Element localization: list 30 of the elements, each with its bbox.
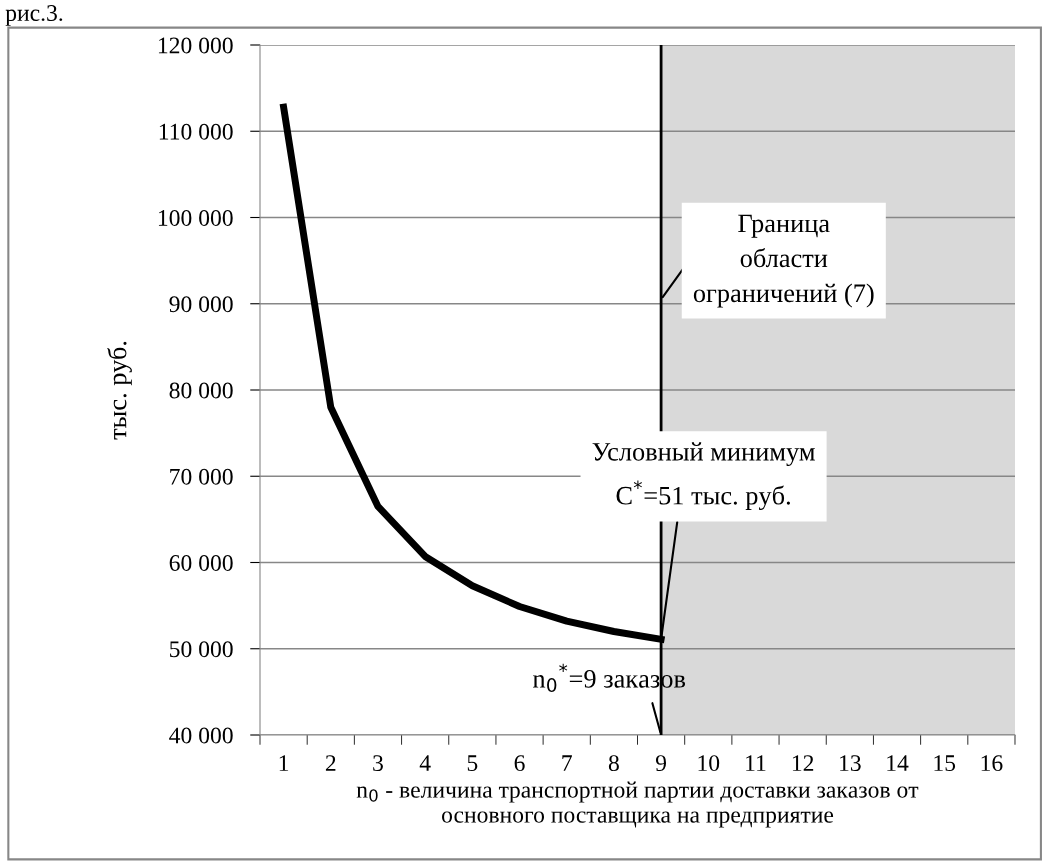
y-tick-label: 100 000 — [158, 209, 233, 226]
x-tick-label: 1 — [279, 755, 289, 771]
y-tick-label: 40 000 — [169, 727, 233, 744]
y-tick-label: 80 000 — [169, 382, 233, 399]
y-tick-label: 110 000 — [159, 123, 233, 140]
y-tick-label: 60 000 — [169, 554, 233, 571]
x-tick-label: 14 — [887, 755, 909, 771]
x-tick-label: 6 — [514, 755, 525, 772]
x-tick-label: 4 — [419, 755, 431, 771]
x-tick-label: 15 — [934, 755, 956, 772]
x-tick-label: 2 — [325, 755, 336, 771]
y-tick-label: 50 000 — [170, 641, 233, 658]
annotation: Условный минимум C$^{*}$=51 тыс. руб. — [592, 442, 815, 511]
x-tick-label: 3 — [373, 755, 383, 772]
y-axis-title: тыс. руб. — [107, 341, 132, 440]
x-tick-label: 9 — [655, 755, 667, 772]
x-tick-label: 10 — [698, 755, 720, 772]
x-tick-label: 7 — [562, 755, 572, 771]
annotation: Граница области ограничений (7) — [693, 214, 874, 308]
y-tick-label: 90 000 — [169, 296, 233, 313]
x-tick-label: 12 — [792, 755, 814, 771]
x-tick-label: 8 — [608, 755, 619, 772]
text: рис.3. — [5, 5, 63, 26]
y-tick-label: 120 000 — [158, 37, 233, 54]
x-tick-label: 5 — [467, 755, 478, 772]
x-tick-label: 13 — [840, 755, 861, 772]
y-tick-label: 70 000 — [170, 468, 233, 485]
x-tick-label: 11 — [746, 755, 766, 771]
x-tick-label: 16 — [981, 755, 1003, 772]
x-axis-title: n$_{0}$ - величина транспортной партии доставки заказов от основного поставщика на предприятие — [356, 781, 919, 828]
